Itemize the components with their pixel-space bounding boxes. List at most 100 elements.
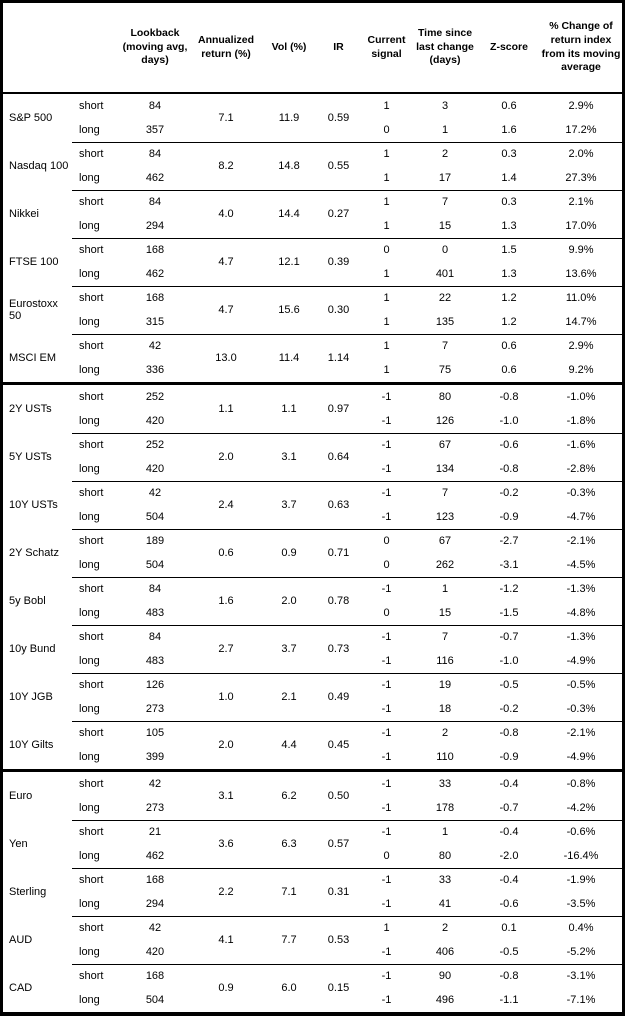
asset-group: AUD short long 42 420 4.1 7.7 0.53 1 -1 … <box>3 916 622 964</box>
lookback-value-long: 483 <box>145 655 165 667</box>
ir-value: 0.30 <box>327 304 350 316</box>
pct-change-long: -4.7% <box>566 511 596 523</box>
vol-value: 3.1 <box>281 451 297 463</box>
vol-value: 7.1 <box>281 886 297 898</box>
z-score-short: -0.4 <box>499 826 519 838</box>
ir-value: 0.73 <box>327 643 350 655</box>
pct-change-short: 11.0% <box>565 292 597 304</box>
time-since-change-short: 7 <box>441 487 449 499</box>
lookback-value-short: 84 <box>148 148 162 160</box>
current-signal-short: -1 <box>381 727 392 739</box>
pct-change-short: 2.9% <box>568 100 594 112</box>
current-signal-long: 0 <box>383 559 390 571</box>
vol-value: 11.9 <box>278 112 300 124</box>
horizon-label-short: short <box>79 100 104 112</box>
horizon-label-short: short <box>79 826 104 838</box>
time-since-change-long: 178 <box>435 802 455 814</box>
z-score-long: -0.9 <box>499 511 519 523</box>
lookback-value-long: 420 <box>145 415 165 427</box>
z-score-short: -0.4 <box>499 778 519 790</box>
z-score-long: -0.8 <box>499 463 519 475</box>
table-section-fx: Euro short long 42 273 3.1 6.2 0.50 -1 -… <box>3 769 622 1012</box>
table-header: Lookback (moving avg, days) Annualized r… <box>3 3 622 94</box>
current-signal-long: -1 <box>381 463 392 475</box>
time-since-change-long: 116 <box>436 655 454 667</box>
lookback-value-long: 336 <box>145 364 165 376</box>
current-signal-short: 1 <box>383 292 390 304</box>
vol-value: 2.1 <box>281 691 297 703</box>
ir-value: 1.14 <box>327 352 350 364</box>
pct-change-long: -4.5% <box>566 559 596 571</box>
lookback-value-short: 252 <box>145 439 165 451</box>
asset-name: Eurostoxx 50 <box>9 298 58 322</box>
current-signal-short: -1 <box>381 778 392 790</box>
pct-change-short: -0.6% <box>566 826 596 838</box>
time-since-change-short: 2 <box>441 727 449 739</box>
lookback-value-short: 42 <box>148 778 162 790</box>
pct-change-long: 9.2% <box>568 364 594 376</box>
annualized-return-value: 1.6 <box>218 595 234 607</box>
header-z-score: Z-score <box>490 40 528 53</box>
current-signal-short: -1 <box>381 391 392 403</box>
lookback-value-short: 42 <box>148 922 162 934</box>
asset-name: 2Y USTs <box>9 403 52 415</box>
vol-value: 4.4 <box>281 739 297 751</box>
time-since-change-short: 1 <box>441 826 449 838</box>
time-since-change-short: 7 <box>441 340 449 352</box>
annualized-return-value: 1.0 <box>218 691 234 703</box>
time-since-change-long: 126 <box>435 415 455 427</box>
time-since-change-short: 3 <box>441 100 449 112</box>
ir-value: 0.49 <box>327 691 350 703</box>
lookback-value-short: 189 <box>145 535 165 547</box>
asset-name: 5Y USTs <box>9 451 52 463</box>
header-lookback: Lookback (moving avg, days) <box>122 26 188 67</box>
current-signal-short: -1 <box>381 439 392 451</box>
pct-change-long: 13.6% <box>565 268 597 280</box>
time-since-change-short: 33 <box>438 778 452 790</box>
pct-change-long: -4.9% <box>566 655 596 667</box>
time-since-change-short: 7 <box>441 196 449 208</box>
time-since-change-short: 2 <box>441 922 449 934</box>
z-score-short: -0.6 <box>499 439 519 451</box>
ir-value: 0.64 <box>327 451 350 463</box>
current-signal-short: -1 <box>381 487 392 499</box>
header-annualized-return: Annualized return (%) <box>197 33 254 60</box>
horizon-label-short: short <box>79 391 104 403</box>
z-score-short: -0.8 <box>499 970 519 982</box>
vol-value: 15.6 <box>278 304 300 316</box>
current-signal-short: 1 <box>383 148 390 160</box>
current-signal-short: -1 <box>381 970 392 982</box>
annualized-return-value: 4.0 <box>218 208 234 220</box>
time-since-change-short: 2 <box>441 148 449 160</box>
time-since-change-long: 15 <box>438 607 452 619</box>
z-score-short: -0.8 <box>499 727 519 739</box>
time-since-change-long: 110 <box>436 751 454 763</box>
table-body: S&P 500 short long 84 357 7.1 11.9 0.59 … <box>3 94 622 1012</box>
z-score-short: 1.5 <box>501 244 517 256</box>
current-signal-long: -1 <box>381 994 392 1006</box>
current-signal-long: -1 <box>381 703 392 715</box>
z-score-short: -0.4 <box>499 874 519 886</box>
z-score-long: 1.4 <box>501 172 517 184</box>
lookback-value-long: 315 <box>145 316 165 328</box>
lookback-value-short: 84 <box>148 100 162 112</box>
horizon-label-long: long <box>79 316 100 328</box>
z-score-short: -0.7 <box>499 631 519 643</box>
horizon-label-short: short <box>79 244 104 256</box>
asset-group: 10Y Gilts short long 105 399 2.0 4.4 0.4… <box>3 721 622 769</box>
current-signal-long: 1 <box>383 220 390 232</box>
vol-value: 3.7 <box>281 643 297 655</box>
ir-value: 0.53 <box>327 934 350 946</box>
current-signal-long: 0 <box>383 607 390 619</box>
z-score-short: -0.5 <box>499 679 519 691</box>
vol-value: 3.7 <box>281 499 297 511</box>
current-signal-long: -1 <box>381 655 392 667</box>
horizon-label-long: long <box>79 850 100 862</box>
lookback-value-long: 294 <box>145 898 165 910</box>
horizon-label-long: long <box>79 559 100 571</box>
time-since-change-long: 262 <box>435 559 455 571</box>
pct-change-short: -2.1% <box>566 727 596 739</box>
time-since-change-long: 18 <box>438 703 452 715</box>
horizon-label-short: short <box>79 340 104 352</box>
pct-change-long: -4.9% <box>566 751 596 763</box>
